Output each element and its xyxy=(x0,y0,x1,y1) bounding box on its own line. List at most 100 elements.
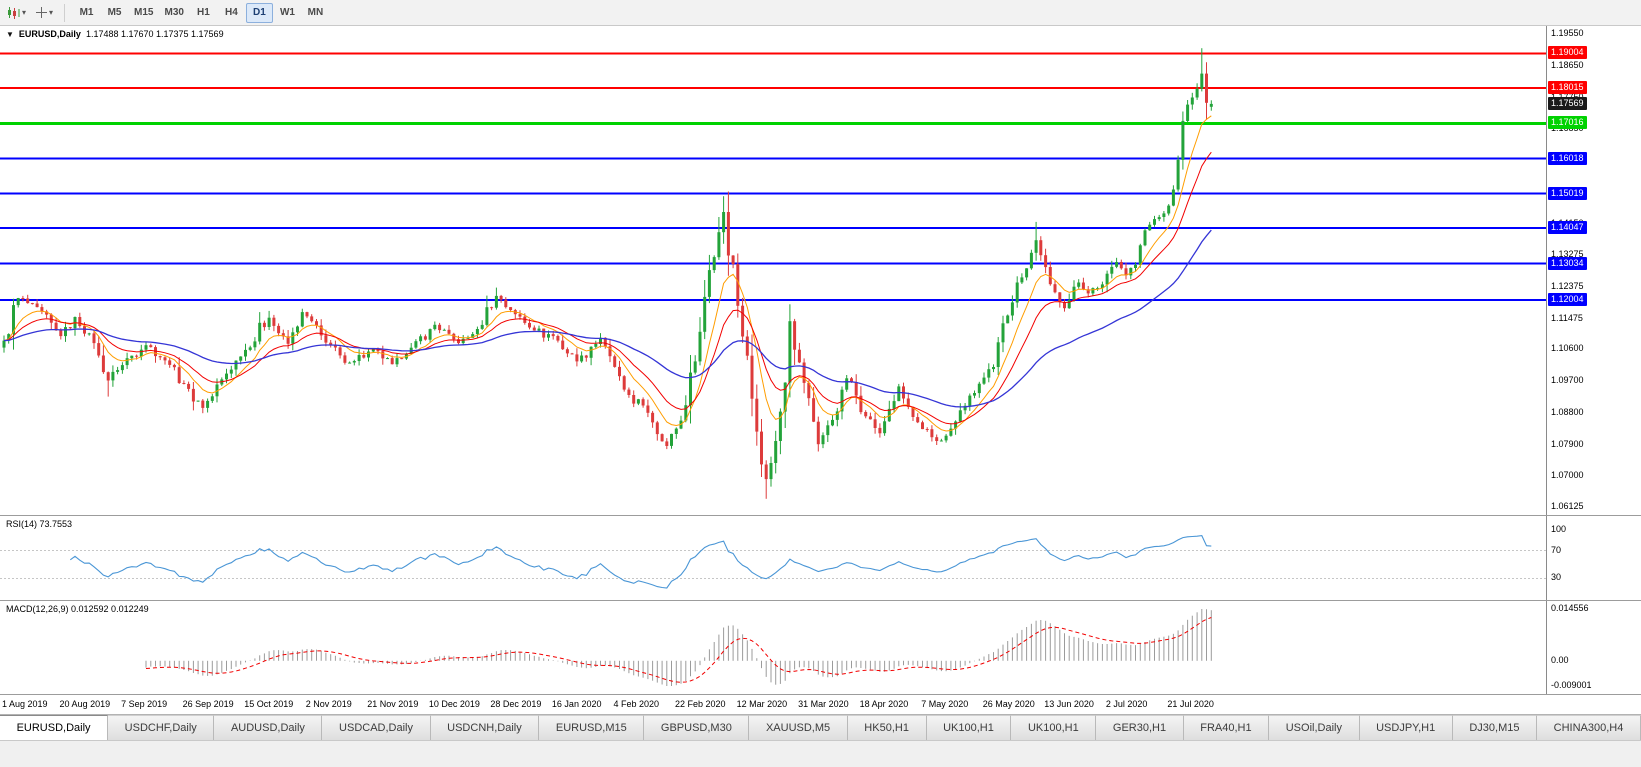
date-label: 13 Jun 2020 xyxy=(1044,699,1094,709)
macd-canvas[interactable] xyxy=(0,601,1546,694)
price-tick-label: 1.12375 xyxy=(1551,281,1584,291)
date-label: 28 Dec 2019 xyxy=(490,699,542,709)
chart-tab-usdcnh-daily[interactable]: USDCNH,Daily xyxy=(430,715,540,740)
line-price-label: 1.19004 xyxy=(1548,46,1587,59)
chart-tabs-bar: EURUSD,Daily USDCHF,Daily AUDUSD,Daily USDC… xyxy=(0,714,1641,740)
current-price-label: 1.17569 xyxy=(1548,97,1587,110)
chart-symbol-label: EURUSD,Daily xyxy=(18,29,81,39)
line-price-label: 1.17016 xyxy=(1548,116,1587,129)
price-chart-canvas[interactable] xyxy=(0,26,1546,515)
price-tick-label: 1.07000 xyxy=(1551,470,1584,480)
chart-tab-fra40-h1[interactable]: FRA40,H1 xyxy=(1183,715,1270,740)
date-label: 22 Feb 2020 xyxy=(675,699,726,709)
date-label: 10 Dec 2019 xyxy=(428,699,480,709)
price-tick-label: 1.09700 xyxy=(1551,375,1584,385)
candlestick-chart-icon xyxy=(8,6,20,19)
price-tick-label: 1.19550 xyxy=(1551,28,1584,38)
rsi-tick-label: 70 xyxy=(1551,545,1562,555)
date-label: 20 Aug 2019 xyxy=(59,699,111,709)
chart-type-dropdown[interactable]: ▾ xyxy=(4,4,29,22)
timeframe-button-m30[interactable]: M30 xyxy=(159,3,188,23)
rsi-label: RSI(14) 73.7553 xyxy=(6,519,73,529)
date-label: 2 Jul 2020 xyxy=(1105,699,1148,709)
crosshair-icon xyxy=(36,7,48,18)
chart-tab-hk50-h1[interactable]: HK50,H1 xyxy=(847,715,927,740)
chart-tab-xauusd-m5[interactable]: XAUUSD,M5 xyxy=(749,715,848,740)
rsi-canvas[interactable] xyxy=(0,516,1546,600)
chart-title: ▼ EURUSD,Daily 1.17488 1.17670 1.17375 1… xyxy=(6,29,224,39)
date-label: 7 May 2020 xyxy=(921,699,969,709)
chart-tab-eurusd-m15[interactable]: EURUSD,M15 xyxy=(539,715,645,740)
top-toolbar: ▾ ▾ M1 M5 M15 M30 H1 H4 D1 W1 MN xyxy=(0,0,1641,26)
date-label: 21 Jul 2020 xyxy=(1167,699,1214,709)
panel-separator xyxy=(0,600,1641,601)
chart-tab-usdjpy-h1[interactable]: USDJPY,H1 xyxy=(1359,715,1453,740)
price-tick-label: 1.06125 xyxy=(1551,501,1584,511)
chart-tab-uk100-h1[interactable]: UK100,H1 xyxy=(1011,715,1097,740)
chevron-down-icon: ▾ xyxy=(49,8,54,17)
chart-tab-audusd-daily[interactable]: AUDUSD,Daily xyxy=(214,715,323,740)
one-click-trading-toggle[interactable]: ▼ xyxy=(6,29,14,39)
chevron-down-icon: ▾ xyxy=(22,8,27,17)
macd-tick-label: 0.00 xyxy=(1551,655,1569,665)
chart-tab-gbpusd-m30[interactable]: GBPUSD,M30 xyxy=(644,715,750,740)
date-label: 15 Oct 2019 xyxy=(244,699,294,709)
macd-tick-label: -0.009001 xyxy=(1551,680,1592,690)
line-price-label: 1.13034 xyxy=(1548,257,1587,270)
price-tick-label: 1.13275 xyxy=(1551,249,1584,259)
macd-indicator-panel: MACD(12,26,9) 0.012592 0.012249 xyxy=(0,601,1546,694)
chart-tab-ger30-h1[interactable]: GER30,H1 xyxy=(1096,715,1184,740)
timeframe-button-w1[interactable]: W1 xyxy=(274,3,301,23)
price-tick-label: 1.10600 xyxy=(1551,343,1584,353)
toolbar-separator xyxy=(64,3,66,22)
chart-tab-usdcad-daily[interactable]: USDCAD,Daily xyxy=(322,715,431,740)
price-tick-label: 1.18650 xyxy=(1551,60,1584,70)
price-axis[interactable]: 1.195501.186501.177501.168501.159501.150… xyxy=(1546,26,1641,695)
date-label: 7 Sep 2019 xyxy=(121,699,168,709)
date-label: 21 Nov 2019 xyxy=(367,699,419,709)
date-label: 26 May 2020 xyxy=(982,699,1035,709)
panel-separator xyxy=(0,694,1641,695)
panel-separator xyxy=(0,515,1641,516)
timeframe-button-h1[interactable]: H1 xyxy=(190,3,217,23)
date-label: 4 Feb 2020 xyxy=(613,699,660,709)
timeframe-toolbar: M1 M5 M15 M30 H1 H4 D1 W1 MN xyxy=(73,2,329,23)
price-tick-label: 1.07900 xyxy=(1551,439,1584,449)
bottom-strip xyxy=(0,740,1641,767)
macd-tick-label: 0.014556 xyxy=(1551,603,1589,613)
chart-tab-china300-h4[interactable]: CHINA300,H4 xyxy=(1537,715,1641,740)
line-price-label: 1.15019 xyxy=(1548,187,1587,200)
timeframe-button-d1[interactable]: D1 xyxy=(245,2,273,23)
rsi-indicator-panel: RSI(14) 73.7553 xyxy=(0,516,1546,600)
rsi-tick-label: 100 xyxy=(1551,524,1567,534)
macd-label: MACD(12,26,9) 0.012592 0.012249 xyxy=(6,604,149,614)
line-price-label: 1.16018 xyxy=(1548,152,1587,165)
date-label: 18 Apr 2020 xyxy=(859,699,909,709)
chart-tab-eurusd-daily[interactable]: EURUSD,Daily xyxy=(0,715,109,740)
timeframe-button-m5[interactable]: M5 xyxy=(101,3,128,23)
time-axis[interactable]: 1 Aug 2019 20 Aug 2019 7 Sep 2019 26 Sep 20… xyxy=(0,695,1641,714)
line-price-label: 1.14047 xyxy=(1548,221,1587,234)
date-label: 2 Nov 2019 xyxy=(305,699,352,709)
date-label: 26 Sep 2019 xyxy=(182,699,234,709)
line-price-label: 1.18015 xyxy=(1548,81,1587,94)
timeframe-button-h4[interactable]: H4 xyxy=(218,3,245,23)
price-chart-panel: ▼ EURUSD,Daily 1.17488 1.17670 1.17375 1… xyxy=(0,26,1546,515)
chart-tab-uk100-h1[interactable]: UK100,H1 xyxy=(926,715,1012,740)
date-label: 31 Mar 2020 xyxy=(798,699,849,709)
price-tick-label: 1.11475 xyxy=(1551,313,1583,323)
timeframe-button-m1[interactable]: M1 xyxy=(73,3,100,23)
line-price-label: 1.12004 xyxy=(1548,293,1587,306)
timeframe-button-m15[interactable]: M15 xyxy=(129,3,158,23)
price-tick-label: 1.08800 xyxy=(1551,407,1584,417)
chart-tab-usdchf-daily[interactable]: USDCHF,Daily xyxy=(108,715,215,740)
rsi-tick-label: 30 xyxy=(1551,572,1562,582)
crosshair-tool-dropdown[interactable]: ▾ xyxy=(32,4,56,21)
date-label: 16 Jan 2020 xyxy=(551,699,602,709)
chart-tab-dj30-m15[interactable]: DJ30,M15 xyxy=(1452,715,1538,740)
timeframe-button-mn[interactable]: MN xyxy=(302,3,329,23)
date-label: 12 Mar 2020 xyxy=(736,699,788,709)
chart-tab-usoil-daily[interactable]: USOil,Daily xyxy=(1269,715,1360,740)
chart-ohlc-label: 1.17488 1.17670 1.17375 1.17569 xyxy=(85,29,224,39)
date-label: 1 Aug 2019 xyxy=(2,699,48,709)
